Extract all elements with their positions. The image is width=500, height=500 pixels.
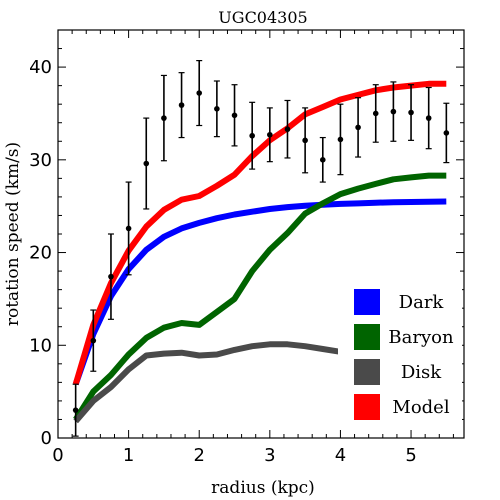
legend-label-model: Model [392,397,449,418]
data-point-marker [372,110,379,117]
y-axis-ticks: 0 10 20 30 40 [29,29,464,449]
x-tick-label: 4 [335,445,346,466]
data-point-marker [178,102,185,108]
data-point [249,101,256,170]
series-dark-line [72,198,447,386]
data-point [408,84,415,141]
y-tick-label: 0 [41,428,52,449]
observed-data-points [72,59,450,437]
series-model-line [72,80,447,386]
legend-label-baryon: Baryon [388,327,454,348]
data-point [390,81,397,142]
data-point [231,84,238,147]
data-point [72,383,79,437]
chart-title: UGC04305 [218,8,307,27]
data-point [302,107,309,174]
x-tick-label: 1 [123,445,134,466]
legend-label-disk: Disk [401,362,442,383]
data-point [284,99,291,159]
x-tick-label: 2 [193,445,204,466]
legend: Dark Baryon Disk Model [338,278,462,424]
data-point-marker [108,273,114,280]
data-point [90,309,97,372]
legend-swatch-baryon [354,324,380,350]
data-point-marker [355,124,361,131]
data-point-marker [337,136,344,143]
data-point [143,117,150,210]
legend-items: Dark Baryon Disk Model [354,289,454,420]
y-tick-label: 30 [29,150,52,171]
data-point [319,136,326,183]
data-point [178,72,185,139]
legend-swatch-dark [354,289,380,315]
data-point-marker [214,106,220,112]
model-curves [72,80,447,424]
data-point-marker [161,115,167,121]
data-point-marker [72,407,79,413]
data-point-marker [231,112,238,119]
data-point [107,233,114,320]
data-point [266,107,273,163]
legend-swatch-model [354,394,380,420]
data-point-marker [267,131,273,138]
y-axis-label: rotation speed (km/s) [3,142,23,326]
y-tick-label: 40 [29,57,52,78]
y-tick-label: 20 [29,243,52,264]
x-tick-label: 3 [264,445,275,466]
data-point-marker [143,160,150,167]
data-point-marker [390,108,397,115]
x-tick-label: 0 [52,445,63,466]
data-point [125,181,132,276]
data-point-marker [408,109,414,116]
data-point [425,86,432,150]
data-point-marker [425,115,432,121]
x-axis-ticks: 0 1 2 3 4 5 [52,30,454,466]
data-point-marker [125,225,132,232]
data-point-marker [319,157,326,163]
data-point [213,80,220,138]
data-point [443,102,450,164]
x-axis-label: radius (kpc) [211,478,315,498]
legend-label-dark: Dark [399,292,445,313]
data-point-marker [90,337,97,344]
x-tick-label: 5 [405,445,416,466]
legend-swatch-disk [354,359,380,385]
series-baryon-line [73,172,447,422]
data-point [372,84,379,143]
data-point [337,103,344,176]
data-point-marker [443,130,450,136]
y-tick-label: 10 [29,335,52,356]
data-point-marker [302,137,308,144]
data-point-marker [249,132,255,139]
data-point [355,97,362,158]
data-point [196,59,203,127]
data-point-marker [196,90,203,96]
data-point-marker [284,126,291,133]
data-point [160,74,167,162]
